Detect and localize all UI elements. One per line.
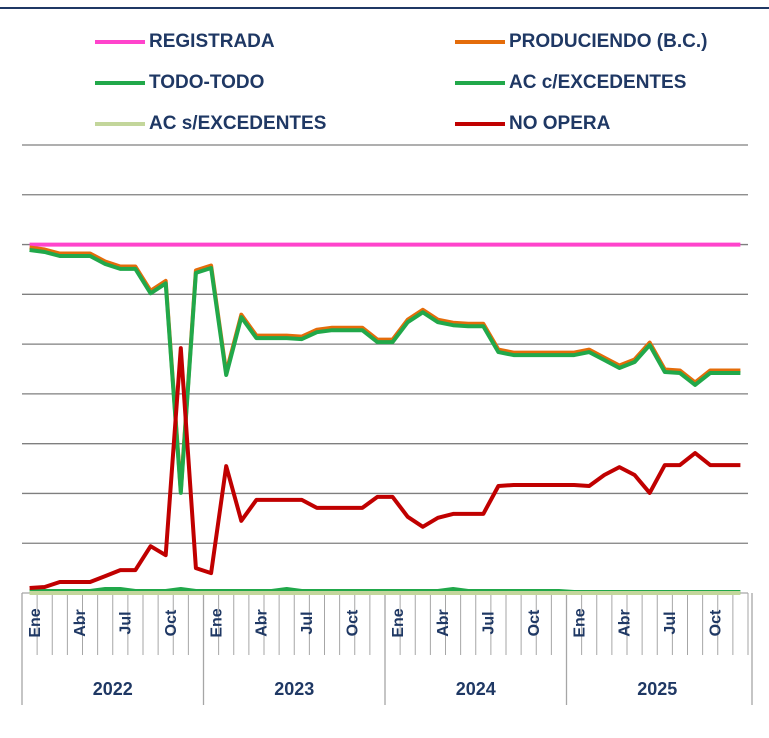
x-tick-label: Ene: [390, 608, 407, 637]
x-tick-label: Ene: [571, 608, 588, 637]
legend-label: NO OPERA: [509, 113, 611, 134]
legend-label: TODO-TODO: [149, 72, 264, 93]
series-line: [29, 245, 741, 493]
x-tick-label: Oct: [163, 609, 180, 636]
x-tick-label: Ene: [27, 608, 44, 637]
series-line: [29, 248, 741, 495]
x-tick-label: Abr: [617, 609, 634, 637]
x-tick-label: Jul: [481, 611, 498, 634]
x-tick-label: Jul: [118, 611, 135, 634]
year-label: 2024: [456, 679, 496, 699]
x-tick-label: Abr: [254, 609, 271, 637]
x-tick-label: Oct: [707, 609, 724, 636]
x-tick-label: Ene: [208, 608, 225, 637]
year-label: 2022: [93, 679, 133, 699]
series-line: [29, 346, 741, 590]
x-tick-label: Abr: [435, 609, 452, 637]
legend-label: PRODUCIENDO (B.C.): [509, 31, 707, 52]
x-tick-label: Oct: [526, 609, 543, 636]
year-label: 2025: [637, 679, 677, 699]
x-tick-label: Oct: [344, 609, 361, 636]
x-tick-label: Abr: [72, 609, 89, 637]
legend-label: AC c/EXCEDENTES: [509, 72, 686, 93]
legend-label: AC s/EXCEDENTES: [149, 113, 326, 134]
legend-label: REGISTRADA: [149, 31, 275, 52]
year-label: 2023: [274, 679, 314, 699]
x-tick-label: Jul: [299, 611, 316, 634]
x-tick-label: Jul: [662, 611, 679, 634]
